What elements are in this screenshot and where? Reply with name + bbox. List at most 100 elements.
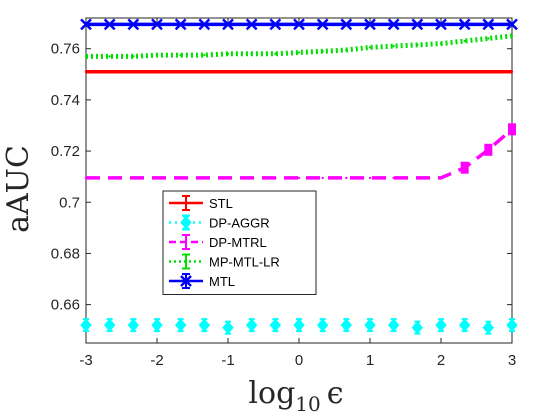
x-marker-stroke bbox=[180, 275, 192, 287]
legend-label-stl: STL bbox=[209, 196, 233, 211]
data-point-mp-mtl-lr bbox=[132, 55, 135, 58]
legend-item-dp-mtrl: DP-MTRL bbox=[169, 234, 267, 250]
legend-label-dp-mtrl: DP-MTRL bbox=[209, 235, 267, 250]
y-tick-label: 0.68 bbox=[51, 245, 80, 262]
y-tick-label: 0.74 bbox=[51, 92, 80, 109]
data-point-dp-mtrl bbox=[297, 176, 301, 180]
x-marker-stroke bbox=[222, 18, 234, 31]
data-point-stl bbox=[132, 70, 135, 73]
data-point-dp-mtrl bbox=[392, 176, 395, 180]
data-point-dp-mtrl bbox=[179, 176, 182, 180]
data-point-dp-mtrl bbox=[345, 176, 348, 180]
data-point-dp-aggr bbox=[222, 320, 234, 335]
data-point-dp-aggr bbox=[80, 318, 92, 333]
data-point-mtl bbox=[458, 18, 471, 31]
x-marker-stroke bbox=[103, 18, 116, 31]
data-point-stl bbox=[155, 70, 159, 73]
data-point-mtl bbox=[506, 18, 518, 31]
legend: STL DP-AGGR DP-MTRL MP-MTL-LR MTL bbox=[162, 190, 317, 295]
x-axis-title-variable: ϵ bbox=[327, 376, 344, 411]
data-point-mtl bbox=[435, 18, 447, 31]
data-point-mp-mtl-lr bbox=[463, 39, 466, 43]
series-dp-aggr bbox=[80, 318, 518, 335]
x-marker-stroke bbox=[458, 18, 471, 31]
legend-label-dp-aggr: DP-AGGR bbox=[209, 216, 270, 231]
x-marker-stroke bbox=[245, 18, 258, 31]
data-point-dp-mtrl bbox=[439, 176, 443, 180]
x-marker-stroke bbox=[364, 18, 376, 31]
legend-item-stl: STL bbox=[169, 195, 233, 211]
data-point-mp-mtl-lr bbox=[226, 52, 230, 56]
data-point-mp-mtl-lr bbox=[297, 51, 301, 54]
data-point-mtl bbox=[411, 18, 424, 31]
data-point-stl bbox=[345, 70, 348, 73]
x-marker-stroke bbox=[293, 18, 305, 31]
data-point-dp-mtrl bbox=[155, 176, 159, 180]
data-point-stl bbox=[416, 70, 419, 73]
data-point-dp-aggr bbox=[506, 318, 518, 333]
series-mp-mtl-lr bbox=[84, 33, 514, 59]
data-point-stl bbox=[108, 70, 111, 73]
data-point-mtl bbox=[293, 18, 305, 31]
x-marker-stroke bbox=[80, 18, 92, 31]
x-tick-label: -2 bbox=[150, 352, 163, 369]
error-bar-dp-mtrl bbox=[484, 143, 493, 156]
data-point-stl bbox=[179, 70, 182, 73]
data-point-dp-aggr bbox=[317, 318, 329, 333]
data-point-dp-mtrl bbox=[203, 176, 206, 180]
data-point-mtl bbox=[127, 18, 140, 31]
x-marker-stroke bbox=[387, 18, 400, 31]
y-tick-label: 0.72 bbox=[51, 143, 80, 160]
data-point-dp-aggr bbox=[104, 318, 116, 333]
data-point-mtl bbox=[364, 18, 376, 31]
data-point-dp-aggr bbox=[364, 318, 376, 333]
x-marker-stroke bbox=[174, 18, 187, 31]
error-bar-dp-mtrl bbox=[460, 161, 469, 174]
data-point-mtl bbox=[245, 18, 258, 31]
data-point-stl bbox=[321, 70, 324, 73]
data-point-mp-mtl-lr bbox=[203, 53, 206, 57]
data-point-mtl bbox=[151, 18, 163, 31]
data-point-mp-mtl-lr bbox=[487, 37, 490, 40]
series-dp-mtrl bbox=[84, 123, 516, 180]
data-point-mtl bbox=[269, 18, 282, 31]
y-tick-label: 0.66 bbox=[51, 297, 80, 314]
legend-marker-dp-aggr bbox=[180, 215, 192, 230]
data-point-dp-aggr bbox=[269, 318, 281, 333]
series-mtl bbox=[80, 18, 518, 31]
x-tick-label: -3 bbox=[79, 352, 92, 369]
data-point-mp-mtl-lr bbox=[179, 53, 182, 57]
axis-ticks bbox=[85, 18, 513, 343]
data-point-dp-aggr bbox=[435, 318, 447, 333]
series-layer bbox=[80, 18, 518, 335]
data-point-mp-mtl-lr bbox=[108, 55, 111, 58]
data-point-stl bbox=[463, 70, 466, 73]
legend-label-mp-mtl-lr: MP-MTL-LR bbox=[209, 255, 280, 270]
tick-labels: -3 -2 -1 0 1 2 3 0.66 0.68 0.7 0.72 0.74 0.76 bbox=[51, 41, 516, 369]
data-point-mtl bbox=[340, 18, 353, 31]
data-point-mtl bbox=[222, 18, 234, 31]
data-point-mtl bbox=[103, 18, 116, 31]
data-point-stl bbox=[297, 70, 301, 73]
data-point-dp-aggr bbox=[482, 320, 494, 335]
data-point-dp-aggr bbox=[246, 318, 258, 333]
data-point-mtl bbox=[174, 18, 187, 31]
x-tick-label: 3 bbox=[508, 352, 516, 369]
data-point-stl bbox=[274, 70, 277, 73]
data-point-mtl bbox=[80, 18, 92, 31]
y-axis-title: aAUC bbox=[1, 145, 36, 233]
data-point-mp-mtl-lr bbox=[250, 52, 253, 56]
legend-marker-mtl bbox=[180, 275, 192, 287]
data-point-stl bbox=[226, 70, 230, 73]
data-point-dp-mtrl bbox=[84, 176, 88, 180]
data-point-dp-aggr bbox=[459, 318, 471, 333]
data-point-dp-aggr bbox=[127, 318, 139, 333]
data-point-dp-mtrl bbox=[132, 176, 135, 180]
y-tick-label: 0.7 bbox=[59, 194, 80, 211]
x-axis-title-subscript: 10 bbox=[295, 392, 320, 416]
x-marker-stroke bbox=[506, 18, 518, 31]
x-marker-stroke bbox=[151, 18, 163, 31]
data-point-mp-mtl-lr bbox=[368, 46, 372, 49]
data-point-dp-aggr bbox=[198, 318, 210, 333]
